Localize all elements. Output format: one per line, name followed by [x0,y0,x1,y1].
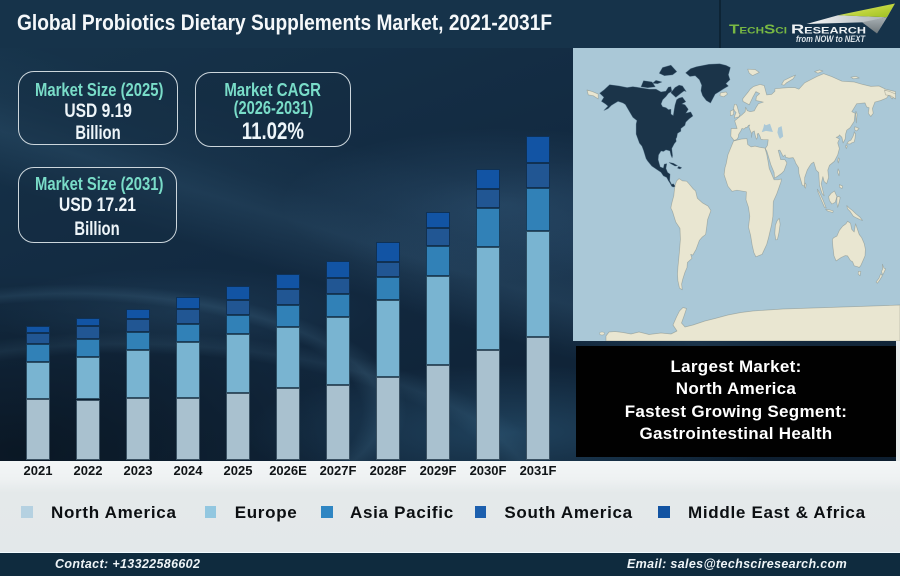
svg-text:TechSci: TechSci [729,22,787,37]
svg-text:from NOW to NEXT: from NOW to NEXT [796,34,866,44]
svg-text:Research: Research [791,22,866,37]
